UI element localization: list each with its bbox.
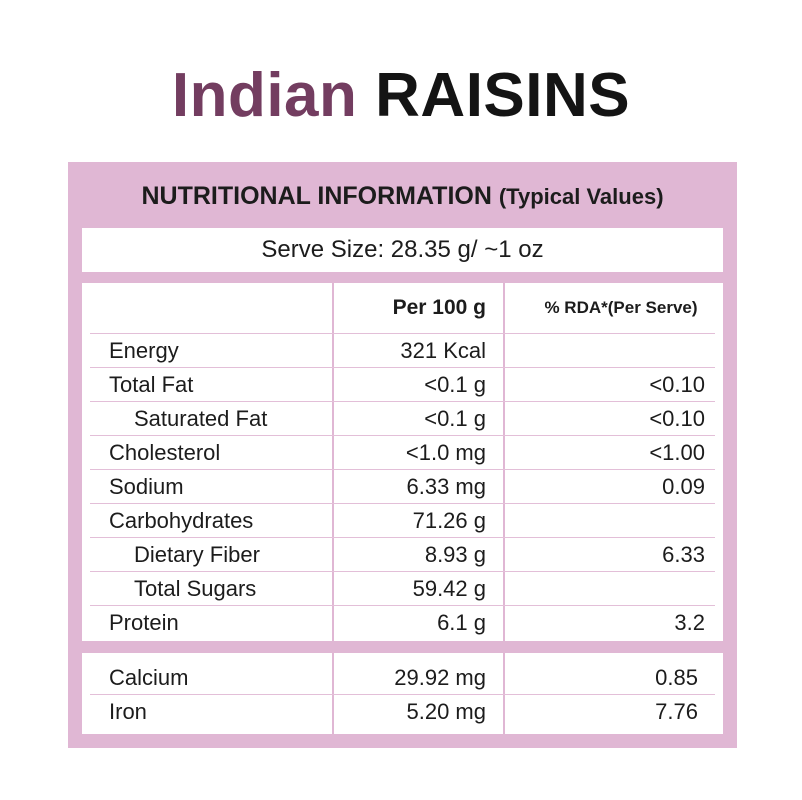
per100-value: 6.33 mg <box>406 474 487 499</box>
row-divider <box>90 571 715 572</box>
rda-value: <0.10 <box>649 406 705 431</box>
column-divider <box>503 283 505 734</box>
column-divider <box>332 283 334 734</box>
rda-value: 0.09 <box>662 474 705 499</box>
serve-size: Serve Size: 28.35 g/ ~1 oz <box>82 228 723 272</box>
rda-value: 3.2 <box>674 610 705 635</box>
table-row: Dietary Fiber 8.93 g 6.33 <box>82 538 723 572</box>
per100-value: <1.0 mg <box>405 440 486 465</box>
panel-heading-sub: (Typical Values) <box>498 184 664 209</box>
table-row: Total Fat <0.1 g <0.10 <box>82 368 723 402</box>
title-product: RAISINS <box>375 61 631 130</box>
rda-value: <1.00 <box>649 440 705 465</box>
rda-value: 6.33 <box>662 542 705 567</box>
row-divider <box>90 367 715 368</box>
row-divider <box>90 605 715 606</box>
nutrient-name: Protein <box>109 610 179 635</box>
nutrient-name: Saturated Fat <box>134 406 268 431</box>
nutrient-name: Cholesterol <box>109 440 221 465</box>
nutrient-name: Total Fat <box>109 372 194 397</box>
table-row: Carbohydrates 71.26 g <box>82 504 723 538</box>
per100-value: 59.42 g <box>412 576 486 601</box>
rda-value: 0.85 <box>655 665 698 690</box>
table-row: Protein 6.1 g 3.2 <box>82 606 723 640</box>
rda-value: <0.10 <box>649 372 705 397</box>
nutrition-panel: NUTRITIONAL INFORMATION (Typical Values)… <box>68 162 737 748</box>
nutrient-name: Carbohydrates <box>109 508 254 533</box>
table-row: Cholesterol <1.0 mg <1.00 <box>82 436 723 470</box>
nutrient-name: Dietary Fiber <box>134 542 260 567</box>
nutrition-table: Per 100 g % RDA*(Per Serve) Energy 321 K… <box>82 283 723 734</box>
panel-heading: NUTRITIONAL INFORMATION (Typical Values) <box>68 176 737 217</box>
rda-value: 7.76 <box>655 699 698 724</box>
table-row: Total Sugars 59.42 g <box>82 572 723 606</box>
nutrient-name: Iron <box>109 699 147 724</box>
page-title: Indian RAISINS <box>0 58 802 134</box>
row-divider <box>90 469 715 470</box>
nutrient-name: Energy <box>109 338 179 363</box>
per100-value: 6.1 g <box>437 610 486 635</box>
nutrient-name: Calcium <box>109 665 189 690</box>
nutrient-name: Total Sugars <box>134 576 257 601</box>
nutrient-name: Sodium <box>109 474 184 499</box>
row-divider <box>90 694 715 695</box>
per100-value: 29.92 mg <box>394 665 486 690</box>
section-gap <box>82 641 723 653</box>
table-row: Iron 5.20 mg 7.76 <box>82 695 723 729</box>
row-divider <box>90 401 715 402</box>
title-brand: Indian <box>171 61 358 130</box>
row-divider <box>90 503 715 504</box>
column-header-per100: Per 100 g <box>392 296 486 319</box>
table-row: Saturated Fat <0.1 g <0.10 <box>82 402 723 436</box>
per100-value: 5.20 mg <box>406 699 487 724</box>
per100-value: <0.1 g <box>424 372 486 397</box>
table-row: Sodium 6.33 mg 0.09 <box>82 470 723 504</box>
per100-value: 71.26 g <box>412 508 486 533</box>
column-header-rda: % RDA*(Per Serve) <box>544 298 698 317</box>
row-divider <box>90 537 715 538</box>
row-divider <box>90 435 715 436</box>
row-divider <box>90 333 715 334</box>
per100-value: 8.93 g <box>424 542 486 567</box>
per100-value: 321 Kcal <box>400 338 486 363</box>
panel-heading-main: NUTRITIONAL INFORMATION <box>141 182 492 210</box>
per100-value: <0.1 g <box>424 406 486 431</box>
table-row: Energy 321 Kcal <box>82 334 723 368</box>
table-row: Calcium 29.92 mg 0.85 <box>82 661 723 695</box>
